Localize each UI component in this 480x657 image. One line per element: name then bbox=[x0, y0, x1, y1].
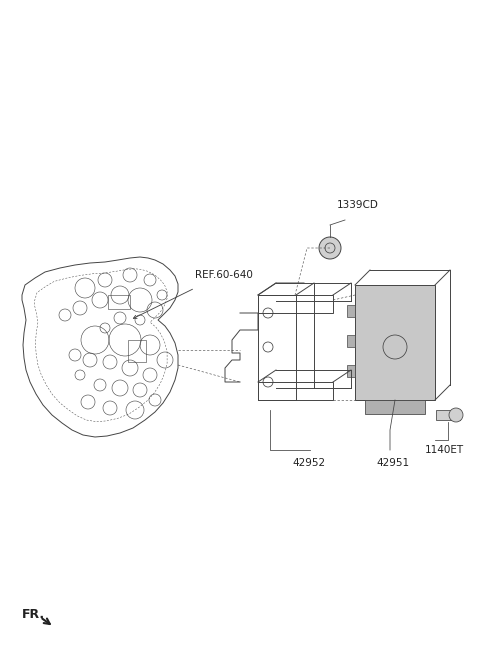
Bar bbox=[258, 295, 296, 400]
Bar bbox=[258, 382, 333, 400]
Text: 42951: 42951 bbox=[376, 458, 409, 468]
Bar bbox=[365, 400, 425, 414]
Bar bbox=[108, 295, 130, 309]
Circle shape bbox=[449, 408, 463, 422]
Text: REF.60-640: REF.60-640 bbox=[195, 270, 253, 280]
Text: FR.: FR. bbox=[22, 608, 45, 622]
Bar bbox=[128, 340, 146, 362]
Circle shape bbox=[319, 237, 341, 259]
Bar bbox=[355, 285, 435, 400]
Bar bbox=[347, 365, 355, 377]
Bar bbox=[258, 295, 333, 313]
Bar bbox=[347, 335, 355, 347]
Text: 42952: 42952 bbox=[292, 458, 325, 468]
Text: 1339CD: 1339CD bbox=[337, 200, 379, 210]
Bar bbox=[347, 305, 355, 317]
Bar bbox=[436, 410, 460, 420]
Text: 1140ET: 1140ET bbox=[425, 445, 464, 455]
